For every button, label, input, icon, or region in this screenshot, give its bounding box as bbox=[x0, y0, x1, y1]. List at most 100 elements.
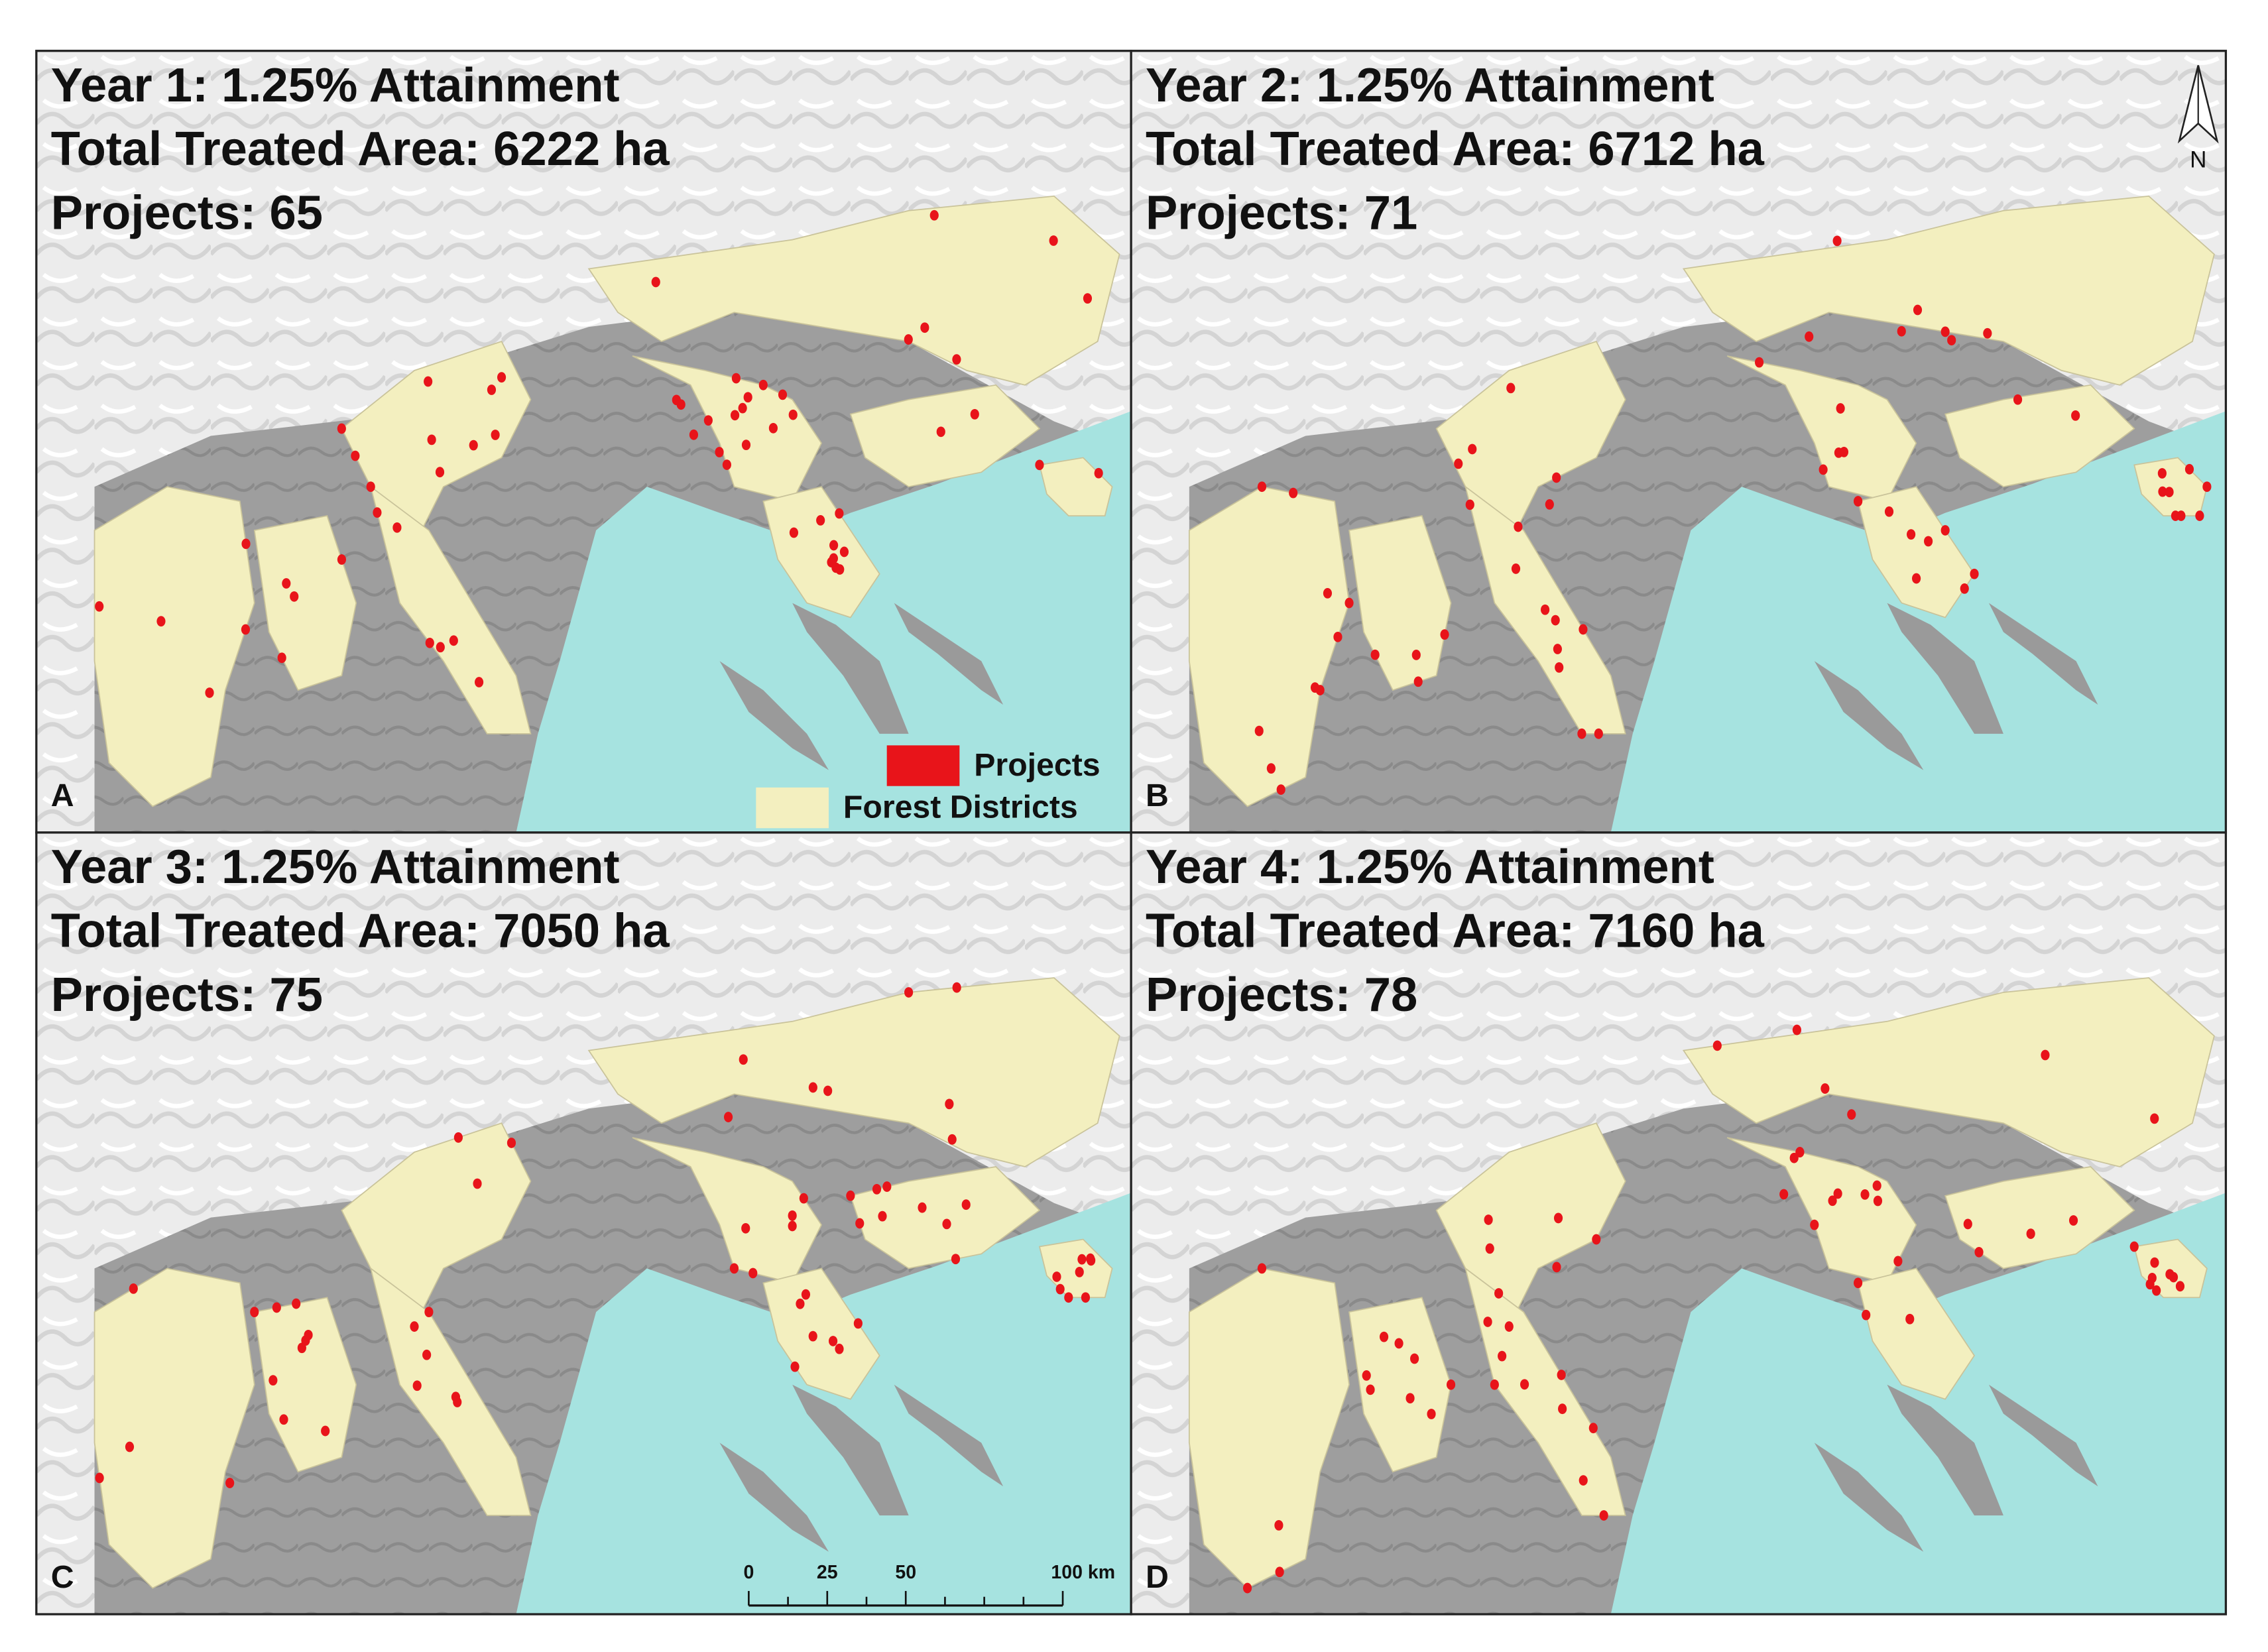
panel-title-line: Total Treated Area: 6222 ha bbox=[51, 123, 670, 176]
project-site bbox=[1075, 1266, 1084, 1277]
project-site bbox=[451, 1391, 460, 1403]
panel-letter: A bbox=[51, 778, 74, 813]
forest-district bbox=[632, 1137, 823, 1284]
project-site bbox=[1454, 458, 1463, 469]
project-site bbox=[1810, 1219, 1819, 1230]
project-site bbox=[1551, 615, 1560, 626]
project-site bbox=[1274, 1519, 1283, 1531]
panel-letter: C bbox=[51, 1559, 74, 1595]
project-site bbox=[904, 987, 914, 998]
project-site bbox=[1940, 525, 1950, 536]
project-site bbox=[473, 1178, 482, 1189]
map-panel: Year 3: 1.25% Attainment Total Treated Ar… bbox=[35, 831, 1132, 1616]
project-site bbox=[1242, 1582, 1252, 1594]
project-site bbox=[730, 410, 740, 421]
project-site bbox=[507, 1138, 516, 1148]
project-site bbox=[1545, 499, 1554, 510]
forest-district bbox=[93, 486, 255, 807]
project-site bbox=[799, 1193, 808, 1204]
project-site bbox=[1555, 662, 1564, 673]
project-site bbox=[808, 1082, 817, 1093]
forest-district bbox=[762, 1268, 880, 1400]
project-site bbox=[788, 409, 798, 420]
project-site bbox=[778, 389, 788, 400]
project-site bbox=[729, 1263, 739, 1274]
panel-letter: D bbox=[1146, 1559, 1169, 1595]
project-site bbox=[272, 1302, 281, 1313]
project-site bbox=[2202, 481, 2212, 493]
project-site bbox=[1254, 725, 1264, 737]
peninsula bbox=[719, 1443, 829, 1552]
project-site bbox=[739, 1054, 748, 1065]
project-site bbox=[205, 687, 214, 698]
project-site bbox=[829, 540, 839, 551]
project-site bbox=[277, 652, 286, 664]
forest-district bbox=[1726, 355, 1917, 502]
project-site bbox=[1405, 1393, 1415, 1404]
project-site bbox=[1440, 629, 1449, 640]
project-site bbox=[497, 372, 507, 383]
project-site bbox=[2013, 394, 2023, 405]
project-site bbox=[1484, 1214, 1493, 1225]
project-site bbox=[835, 1343, 844, 1354]
peninsula bbox=[792, 1384, 909, 1515]
project-site bbox=[945, 1098, 954, 1110]
project-site bbox=[1552, 1262, 1561, 1273]
project-site bbox=[1833, 1188, 1842, 1199]
project-site bbox=[904, 334, 913, 345]
project-site bbox=[1884, 506, 1894, 517]
project-site bbox=[1257, 1263, 1267, 1274]
project-site bbox=[1805, 331, 1814, 342]
project-site bbox=[961, 1199, 971, 1210]
north-label: N bbox=[2190, 147, 2206, 173]
project-site bbox=[2147, 1272, 2157, 1283]
project-site bbox=[1094, 467, 1103, 479]
panel-title-line: Total Treated Area: 6712 ha bbox=[1146, 123, 1765, 176]
project-site bbox=[424, 376, 433, 387]
project-site bbox=[1577, 728, 1586, 739]
project-site bbox=[1828, 1195, 1837, 1207]
project-site bbox=[855, 1218, 865, 1229]
scale-bar-label: 25 bbox=[817, 1562, 838, 1583]
forest-district bbox=[1038, 1238, 1113, 1299]
panel-letter: B bbox=[1146, 778, 1169, 813]
project-site bbox=[816, 515, 825, 526]
project-site bbox=[829, 553, 838, 564]
project-site bbox=[304, 1329, 313, 1340]
panel-frame bbox=[1130, 831, 2228, 1616]
project-site bbox=[1411, 650, 1421, 660]
project-site bbox=[1836, 403, 1845, 414]
panel-title-line: Projects: 78 bbox=[1146, 969, 1417, 1022]
project-site bbox=[424, 1307, 434, 1318]
forest-district bbox=[253, 1297, 357, 1473]
project-site bbox=[410, 1321, 419, 1332]
forest-district bbox=[93, 1268, 255, 1589]
project-site bbox=[748, 1268, 758, 1279]
project-site bbox=[1344, 597, 1354, 609]
project-site bbox=[970, 408, 979, 420]
project-site bbox=[1362, 1370, 1371, 1381]
project-site bbox=[337, 554, 346, 565]
project-site bbox=[1712, 1040, 1722, 1051]
project-site bbox=[1055, 1283, 1065, 1295]
project-site bbox=[373, 507, 382, 518]
project-site bbox=[942, 1218, 951, 1230]
panel-title-line: Projects: 71 bbox=[1146, 187, 1417, 240]
project-site bbox=[241, 624, 251, 635]
project-site bbox=[2175, 1281, 2185, 1292]
forest-district bbox=[849, 1166, 1041, 1269]
project-site bbox=[1872, 1180, 1881, 1191]
project-site bbox=[1379, 1331, 1389, 1342]
project-site bbox=[1514, 521, 1523, 532]
peninsula bbox=[1887, 603, 2003, 734]
project-site bbox=[2071, 410, 2080, 421]
project-site bbox=[487, 384, 497, 395]
project-site bbox=[1552, 472, 1561, 483]
project-site bbox=[427, 434, 436, 445]
project-site bbox=[738, 402, 747, 414]
scale-bar-label: 100 km bbox=[1051, 1562, 1115, 1583]
project-site bbox=[282, 578, 291, 589]
project-site bbox=[1579, 1475, 1588, 1486]
peninsula bbox=[719, 661, 829, 770]
project-site bbox=[723, 1112, 733, 1122]
